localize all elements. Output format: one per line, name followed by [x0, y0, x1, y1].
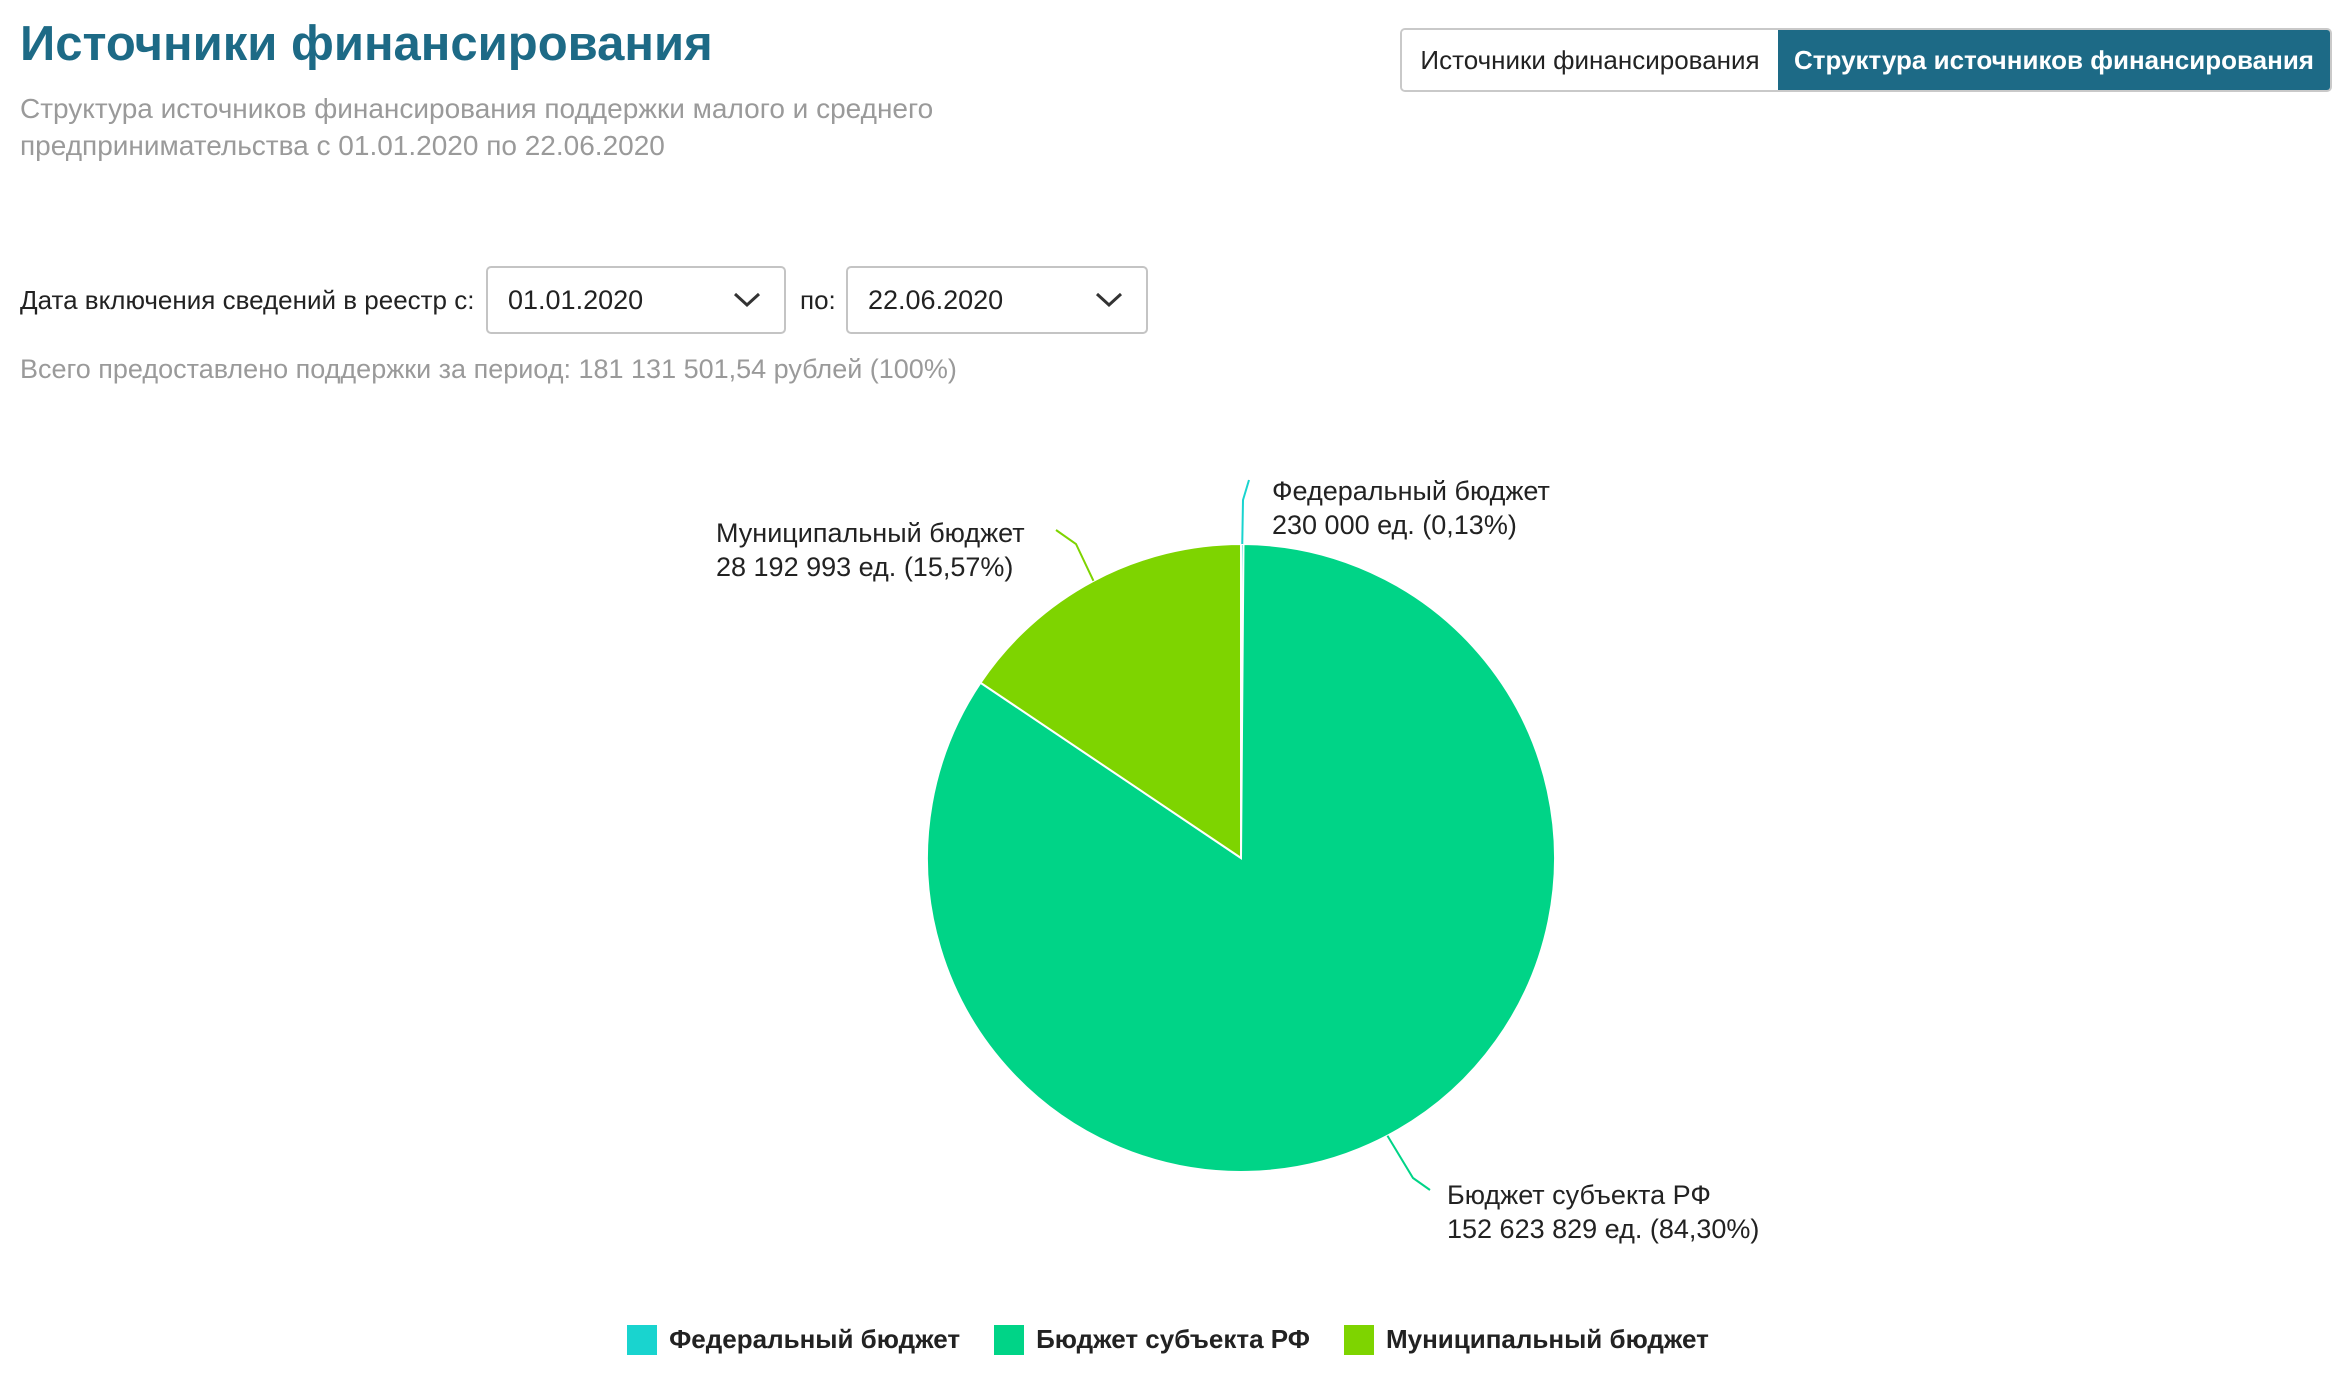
legend-swatch-subject — [994, 1324, 1025, 1355]
slice-label-federal-value: 230 000 ед. (0,13%) — [1272, 510, 1517, 540]
slice-municipal[interactable] — [979, 542, 1242, 860]
date-from-value: 01.01.2020 — [508, 284, 644, 315]
tab-funding-sources[interactable]: Источники финансирования — [1402, 30, 1778, 90]
legend-label-subject: Бюджет субъекта РФ — [1036, 1324, 1310, 1354]
page-subtitle: Структура источников финансирования подд… — [20, 93, 934, 161]
legend-swatch-municipal — [1343, 1324, 1374, 1355]
leader-line-subject — [1386, 1135, 1431, 1191]
date-to-select[interactable]: 22.06.2020 — [846, 266, 1148, 334]
legend-item-federal[interactable]: Федеральный бюджет — [627, 1324, 960, 1355]
date-to-value: 22.06.2020 — [868, 284, 1004, 315]
legend-item-municipal[interactable]: Муниципальный бюджет — [1343, 1324, 1709, 1355]
leader-line-municipal — [1055, 529, 1095, 582]
slice-label-municipal: Муниципальный бюджет 28 192 993 ед. (15,… — [716, 516, 1025, 584]
page-title: Источники финансирования — [20, 17, 713, 71]
legend-item-subject[interactable]: Бюджет субъекта РФ — [994, 1324, 1310, 1355]
chevron-down-icon — [1095, 292, 1123, 308]
slice-label-municipal-value: 28 192 993 ед. (15,57%) — [716, 552, 1014, 582]
total-support-text: Всего предоставлено поддержки за период:… — [20, 354, 957, 384]
view-tabs: Источники финансирования Структура источ… — [1400, 28, 2332, 92]
date-to-label: по: — [800, 285, 836, 315]
slice-label-subject: Бюджет субъекта РФ 152 623 829 ед. (84,3… — [1447, 1178, 1759, 1246]
chart-legend: Федеральный бюджет Бюджет субъекта РФ Му… — [0, 1324, 2336, 1355]
legend-label-federal: Федеральный бюджет — [669, 1324, 961, 1354]
date-from-label: Дата включения сведений в реестр с: — [20, 285, 475, 315]
legend-swatch-federal — [627, 1324, 658, 1355]
slice-label-municipal-name: Муниципальный бюджет — [716, 518, 1025, 548]
chevron-down-icon — [733, 292, 761, 308]
slice-label-federal: Федеральный бюджет 230 000 ед. (0,13%) — [1272, 474, 1550, 542]
tab-funding-structure[interactable]: Структура источников финансирования — [1778, 30, 2330, 90]
leader-line-federal — [1241, 479, 1250, 545]
legend-label-municipal: Муниципальный бюджет — [1385, 1324, 1709, 1354]
slice-label-subject-name: Бюджет субъекта РФ — [1447, 1180, 1711, 1210]
slice-label-subject-value: 152 623 829 ед. (84,30%) — [1447, 1214, 1760, 1244]
date-from-select[interactable]: 01.01.2020 — [486, 266, 786, 334]
slice-label-federal-name: Федеральный бюджет — [1272, 476, 1550, 506]
pie-chart — [926, 479, 1556, 1191]
